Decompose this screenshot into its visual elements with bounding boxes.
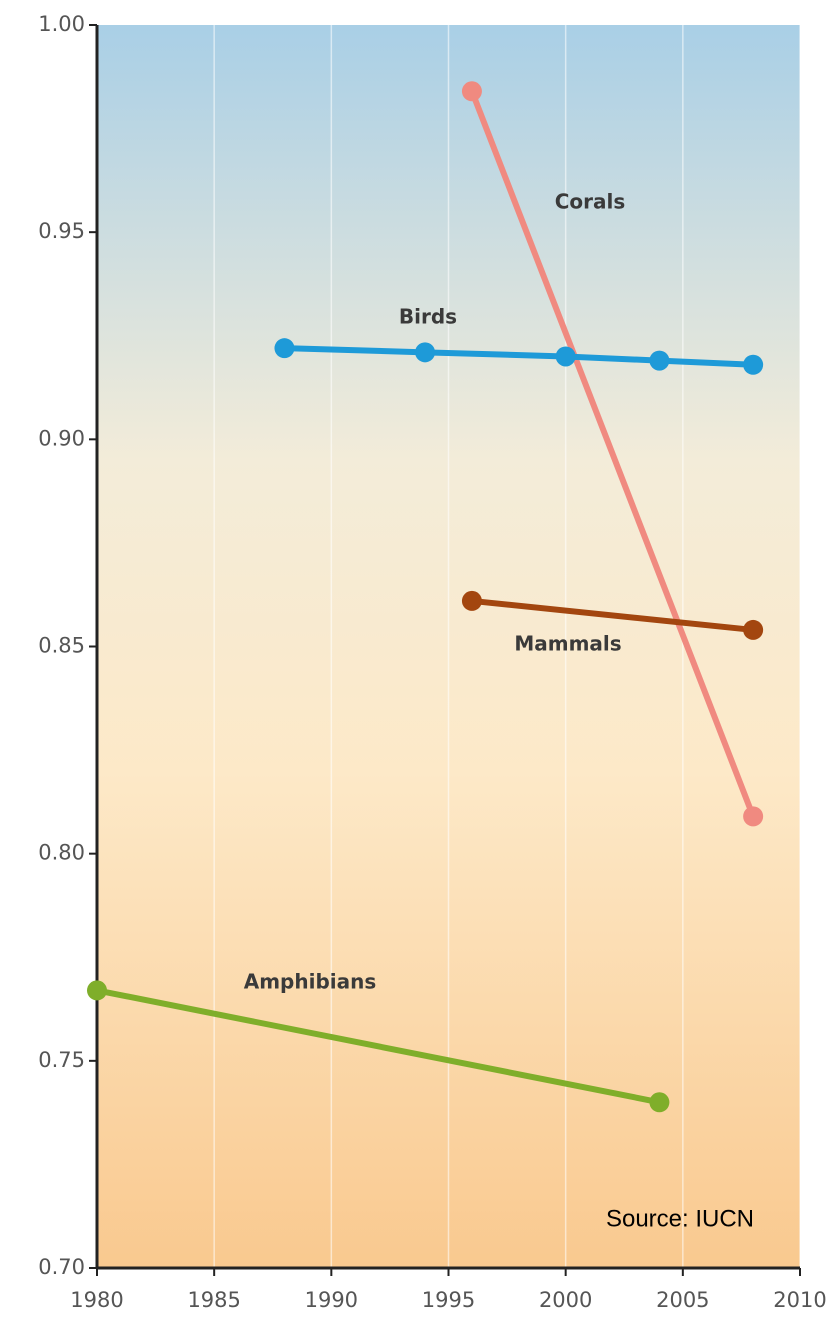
data-point [649, 350, 670, 371]
y-tick-label: 0.80 [38, 841, 85, 865]
data-point [743, 806, 764, 827]
data-point [87, 980, 107, 1001]
x-tick-label: 1995 [422, 1288, 475, 1312]
series-line [471, 597, 754, 633]
series-line [96, 987, 660, 1106]
x-tick-label: 1990 [305, 1288, 358, 1312]
data-point [461, 590, 482, 611]
data-point [649, 1092, 670, 1113]
x-tick-label: 1980 [70, 1288, 123, 1312]
y-tick-label: 1.00 [38, 12, 85, 36]
x-tick-label: 2010 [773, 1288, 826, 1312]
series-line [469, 90, 756, 818]
y-tick-label: 0.75 [38, 1048, 85, 1072]
data-point [743, 619, 764, 640]
x-tick-label: 1985 [187, 1288, 240, 1312]
y-tick-label: 0.90 [38, 426, 85, 450]
source-note: Source: IUCN [606, 1205, 754, 1232]
y-tick-label: 0.70 [38, 1255, 85, 1279]
data-point [461, 81, 482, 102]
data-point [555, 346, 576, 367]
series-label: Mammals [514, 632, 621, 656]
x-tick-label: 2000 [539, 1288, 592, 1312]
data-point [743, 354, 764, 375]
data-point [415, 342, 436, 363]
y-tick-label: 0.95 [38, 219, 85, 243]
series-label: Amphibians [244, 970, 377, 994]
data-point [274, 338, 295, 359]
series-label: Birds [399, 305, 457, 329]
x-tick-label: 2005 [656, 1288, 709, 1312]
y-tick-label: 0.85 [38, 634, 85, 658]
series-label: Corals [555, 190, 626, 214]
